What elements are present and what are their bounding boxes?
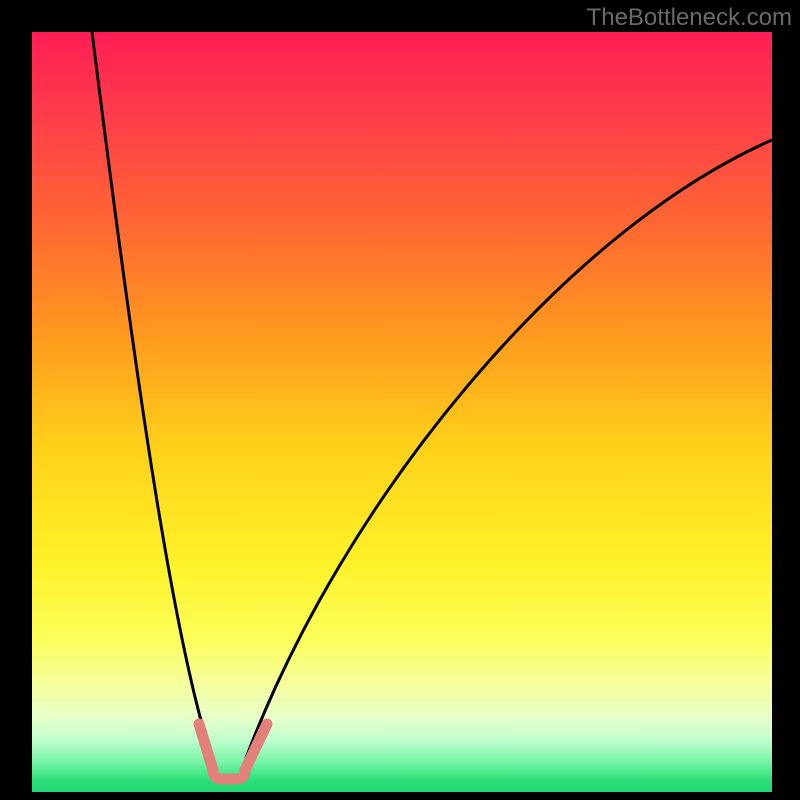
chart-frame: TheBottleneck.com <box>0 0 800 800</box>
chart-svg <box>32 32 772 792</box>
plot-area <box>32 32 772 792</box>
watermark-text: TheBottleneck.com <box>587 4 792 32</box>
